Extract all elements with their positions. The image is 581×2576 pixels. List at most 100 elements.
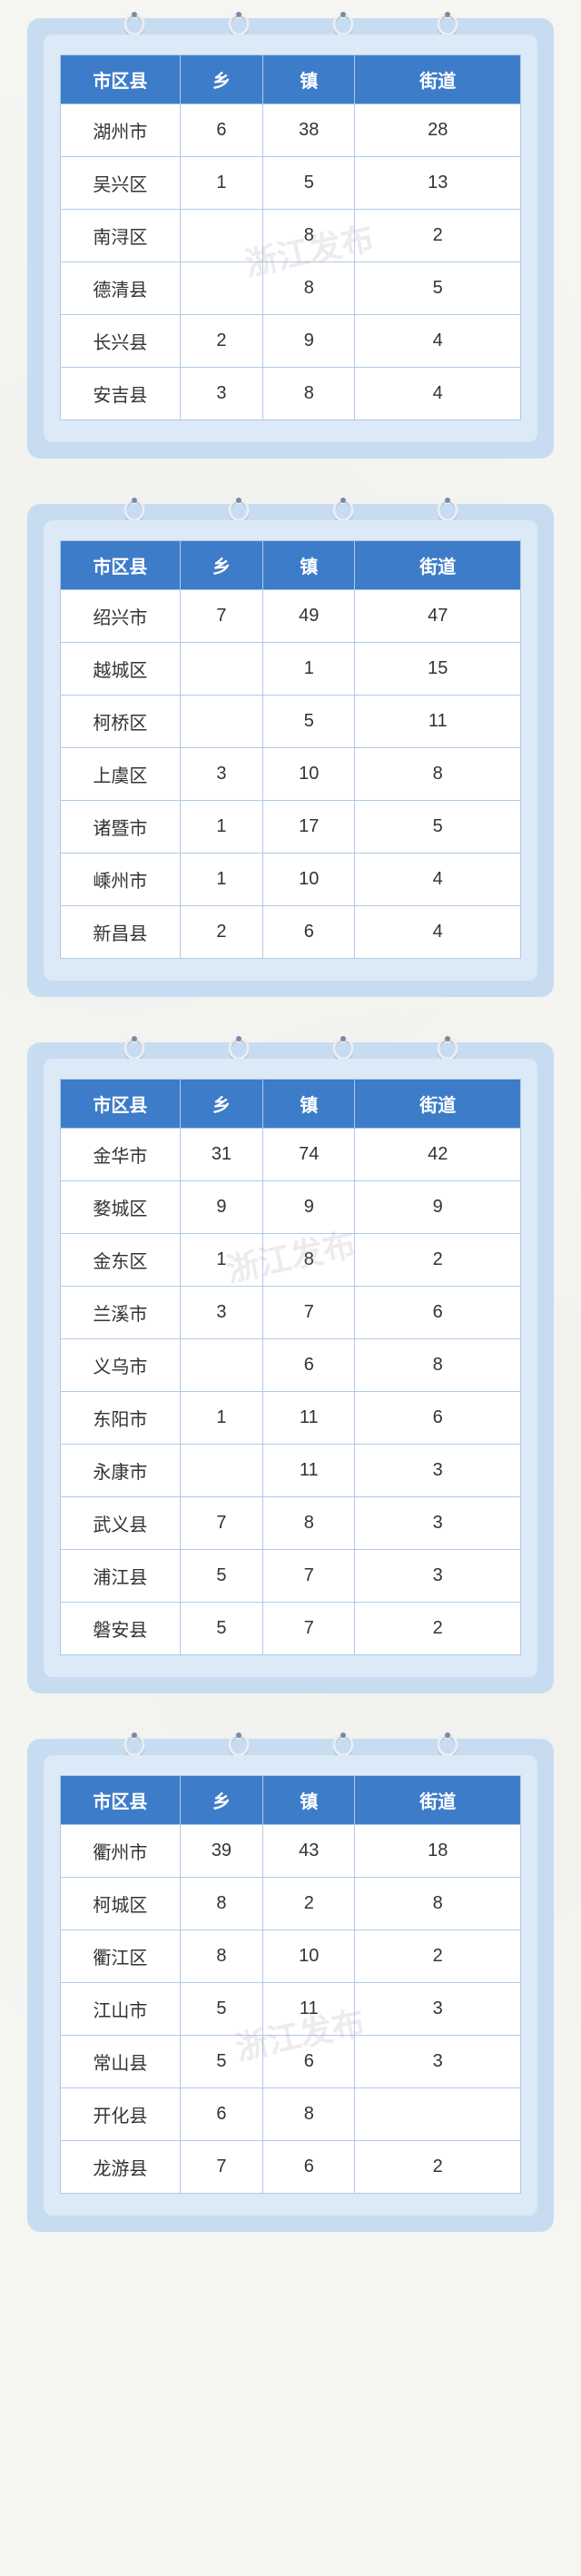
cell-xiang	[180, 696, 262, 748]
cell-xiang	[180, 210, 262, 262]
cell-name: 诸暨市	[61, 801, 181, 854]
data-table: 市区县乡镇街道湖州市63828吴兴区1513南浔区82德清县85长兴县294安吉…	[60, 54, 521, 420]
table-row: 柯城区828	[61, 1878, 521, 1930]
cell-xiang: 1	[180, 1234, 262, 1287]
cell-name: 兰溪市	[61, 1287, 181, 1339]
table-row: 衢州市394318	[61, 1825, 521, 1878]
cell-zhen: 8	[263, 2088, 355, 2141]
cell-zhen: 6	[263, 2036, 355, 2088]
cell-xiang	[180, 1339, 262, 1392]
cell-zhen: 8	[263, 1497, 355, 1550]
cell-jiedao: 8	[355, 748, 521, 801]
card-inner: 浙江发布市区县乡镇街道湖州市63828吴兴区1513南浔区82德清县85长兴县2…	[44, 35, 537, 442]
cell-jiedao: 9	[355, 1181, 521, 1234]
cell-name: 常山县	[61, 2036, 181, 2088]
cell-xiang: 3	[180, 748, 262, 801]
cell-xiang: 1	[180, 801, 262, 854]
col-header-xiang: 乡	[180, 541, 262, 590]
table-row: 吴兴区1513	[61, 157, 521, 210]
cell-name: 柯城区	[61, 1878, 181, 1930]
table-row: 南浔区82	[61, 210, 521, 262]
cell-jiedao: 4	[355, 854, 521, 906]
table-row: 安吉县384	[61, 368, 521, 420]
cell-jiedao: 6	[355, 1392, 521, 1445]
cell-name: 婺城区	[61, 1181, 181, 1234]
cell-name: 武义县	[61, 1497, 181, 1550]
cell-name: 长兴县	[61, 315, 181, 368]
cell-jiedao: 3	[355, 1445, 521, 1497]
cell-name: 嵊州市	[61, 854, 181, 906]
cell-xiang: 8	[180, 1878, 262, 1930]
table-header-row: 市区县乡镇街道	[61, 541, 521, 590]
col-header-xiang: 乡	[180, 1080, 262, 1129]
cell-xiang: 6	[180, 2088, 262, 2141]
table-row: 东阳市1116	[61, 1392, 521, 1445]
cell-name: 金东区	[61, 1234, 181, 1287]
cell-name: 磐安县	[61, 1603, 181, 1655]
cell-jiedao: 8	[355, 1878, 521, 1930]
cell-name: 江山市	[61, 1983, 181, 2036]
cell-jiedao: 5	[355, 801, 521, 854]
cell-zhen: 8	[263, 210, 355, 262]
col-header-jiedao: 街道	[355, 1776, 521, 1825]
table-row: 武义县783	[61, 1497, 521, 1550]
table-row: 永康市113	[61, 1445, 521, 1497]
cell-zhen: 7	[263, 1287, 355, 1339]
table-header-row: 市区县乡镇街道	[61, 1776, 521, 1825]
table-header-row: 市区县乡镇街道	[61, 55, 521, 104]
cell-jiedao: 2	[355, 1930, 521, 1983]
table-row: 嵊州市1104	[61, 854, 521, 906]
cell-jiedao: 3	[355, 1550, 521, 1603]
cell-zhen: 10	[263, 1930, 355, 1983]
cell-name: 德清县	[61, 262, 181, 315]
cell-zhen: 8	[263, 1234, 355, 1287]
cell-jiedao: 2	[355, 1234, 521, 1287]
cell-xiang: 1	[180, 854, 262, 906]
col-header-jiedao: 街道	[355, 1080, 521, 1129]
cell-zhen: 9	[263, 1181, 355, 1234]
cell-name: 浦江县	[61, 1550, 181, 1603]
cell-xiang: 3	[180, 368, 262, 420]
cell-jiedao: 11	[355, 696, 521, 748]
table-row: 磐安县572	[61, 1603, 521, 1655]
cell-zhen: 10	[263, 748, 355, 801]
cell-zhen: 6	[263, 906, 355, 959]
cell-xiang	[180, 643, 262, 696]
col-header-zhen: 镇	[263, 541, 355, 590]
table-row: 上虞区3108	[61, 748, 521, 801]
data-table: 市区县乡镇街道衢州市394318柯城区828衢江区8102江山市5113常山县5…	[60, 1775, 521, 2194]
card-inner: 浙江发布市区县乡镇街道金华市317442婺城区999金东区182兰溪市376义乌…	[44, 1059, 537, 1677]
table-row: 湖州市63828	[61, 104, 521, 157]
table-card-quzhou: 浙江发布市区县乡镇街道衢州市394318柯城区828衢江区8102江山市5113…	[27, 1739, 554, 2232]
cell-xiang: 5	[180, 2036, 262, 2088]
cell-jiedao: 15	[355, 643, 521, 696]
table-row: 兰溪市376	[61, 1287, 521, 1339]
cell-xiang: 5	[180, 1603, 262, 1655]
cell-name: 绍兴市	[61, 590, 181, 643]
table-row: 龙游县762	[61, 2141, 521, 2194]
table-card-huzhou: 浙江发布市区县乡镇街道湖州市63828吴兴区1513南浔区82德清县85长兴县2…	[27, 18, 554, 459]
table-row: 衢江区8102	[61, 1930, 521, 1983]
cell-xiang: 9	[180, 1181, 262, 1234]
cell-zhen: 10	[263, 854, 355, 906]
table-row: 浦江县573	[61, 1550, 521, 1603]
col-header-jiedao: 街道	[355, 55, 521, 104]
cell-jiedao: 2	[355, 1603, 521, 1655]
cell-jiedao: 47	[355, 590, 521, 643]
cell-zhen: 11	[263, 1392, 355, 1445]
cell-zhen: 6	[263, 2141, 355, 2194]
cell-name: 金华市	[61, 1129, 181, 1181]
table-row: 义乌市68	[61, 1339, 521, 1392]
col-header-name: 市区县	[61, 1080, 181, 1129]
cell-xiang: 8	[180, 1930, 262, 1983]
cell-xiang: 5	[180, 1983, 262, 2036]
cell-name: 东阳市	[61, 1392, 181, 1445]
cell-jiedao: 4	[355, 906, 521, 959]
cell-xiang: 2	[180, 315, 262, 368]
col-header-name: 市区县	[61, 541, 181, 590]
table-row: 常山县563	[61, 2036, 521, 2088]
cell-jiedao: 4	[355, 368, 521, 420]
cell-jiedao: 8	[355, 1339, 521, 1392]
cell-name: 安吉县	[61, 368, 181, 420]
cell-name: 衢江区	[61, 1930, 181, 1983]
